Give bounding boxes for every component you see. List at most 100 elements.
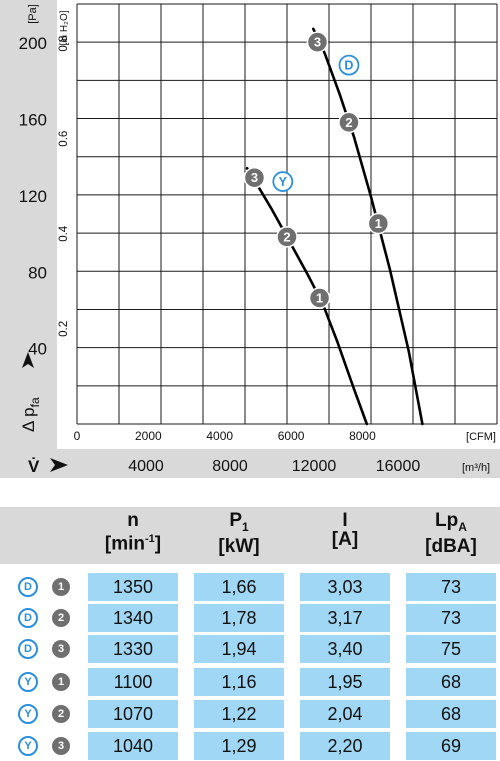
x-tick-label: 4000 [128, 458, 164, 475]
marker-circle [243, 166, 266, 189]
connection-badge: Y [18, 672, 38, 692]
table-row: Y 1 1100 1,16 1,95 68 [0, 668, 500, 696]
marker-circle [338, 111, 360, 134]
x-unit-label: [m³/h] [462, 462, 490, 474]
y2-tick-label: 0.4 [58, 225, 70, 242]
x-tick-label: 8000 [212, 458, 248, 475]
table-row: D 1 1350 1,66 3,03 73 [0, 573, 500, 601]
fan-curve-chart: 3 2 1 D 3 2 1 Y 40 80 120 160 200 [Pa] 0.2 0.4 0.6 0.8 [i… [0, 0, 500, 478]
cell-current: 2,20 [300, 732, 390, 760]
header-power-unit: [kW] [218, 535, 260, 557]
operating-point-marker: 1 [367, 212, 390, 235]
cell-speed: 1040 [88, 732, 178, 760]
series-label-circle [272, 171, 294, 192]
header-speed-label: n [127, 510, 139, 531]
cell-speed: 1350 [88, 573, 178, 601]
step-badge: 3 [52, 640, 70, 658]
cell-current: 2,04 [300, 700, 390, 728]
y2-unit-label: [in H₂O] [59, 10, 70, 45]
table-row: D 3 1330 1,94 3,40 75 [0, 635, 500, 663]
connection-badge: D [18, 639, 38, 659]
marker-circle [276, 226, 298, 248]
x2-unit-label: [CFM] [466, 431, 496, 443]
step-badge: 1 [52, 578, 70, 596]
header-current-label: I [342, 510, 348, 531]
x-axis-band [0, 449, 500, 478]
header-sound-unit: [dBA] [425, 535, 477, 557]
cell-power: 1,94 [194, 635, 284, 663]
y-tick-label: 80 [28, 263, 47, 282]
cell-speed: 1340 [88, 604, 178, 632]
operating-point-marker: 2 [338, 111, 360, 134]
cell-speed: 1070 [88, 700, 178, 728]
x2-tick-label: 8000 [349, 429, 376, 443]
marker-label: 3 [314, 35, 321, 50]
step-badge: 1 [52, 673, 70, 691]
y-axis-arrow-icon [22, 352, 34, 368]
x-axis-arrow-icon [50, 458, 68, 472]
cell-sound: 68 [406, 700, 496, 728]
y2-tick-label: 0.6 [58, 131, 70, 147]
performance-table: n [min-1] P1 [kW] I [A] LpA [dBA] D 1 13… [0, 478, 500, 760]
marker-label: 1 [316, 291, 323, 306]
cell-speed: 1100 [88, 668, 178, 696]
cell-power: 1,22 [194, 700, 284, 728]
x2-tick-label: 0 [74, 429, 81, 443]
curve-Y [245, 166, 369, 426]
cell-speed: 1330 [88, 635, 178, 663]
x-tick-label: 16000 [376, 458, 421, 475]
y-unit-label: [Pa] [27, 4, 39, 24]
table-row: D 2 1340 1,78 3,17 73 [0, 604, 500, 632]
header-sound-label: LpA [435, 510, 467, 534]
header-speed-unit: [min-1] [104, 533, 162, 555]
y-axis-title-text: Δ pfa [19, 397, 42, 432]
step-badge: 2 [52, 609, 70, 627]
cell-sound: 69 [406, 732, 496, 760]
series-label-Y: Y [272, 171, 294, 192]
y-axis-title: Δ pfa [19, 352, 42, 432]
marker-label: 1 [375, 216, 382, 231]
series-label-text: D [344, 59, 353, 73]
y-tick-label: 40 [28, 340, 47, 359]
y2-tick-label: 0.8 [58, 36, 70, 52]
connection-badge: Y [18, 736, 38, 756]
operating-point-marker: 1 [308, 287, 331, 309]
table-row: Y 2 1070 1,22 2,04 68 [0, 700, 500, 728]
cell-sound: 75 [406, 635, 496, 663]
x-axis-title: V̇ [28, 457, 40, 476]
header-power-label: P1 [229, 510, 249, 534]
curve-D [312, 27, 424, 426]
header-sound: LpA [dBA] [406, 511, 496, 556]
cell-power: 1,78 [194, 604, 284, 632]
y-tick-label: 120 [19, 187, 47, 206]
y2-tick-label: 0.2 [58, 321, 70, 337]
step-badge: 2 [52, 705, 70, 723]
marker-circle [306, 31, 329, 53]
operating-point-marker: 3 [243, 166, 266, 189]
marker-circle [367, 212, 390, 235]
series-label-text: Y [279, 175, 288, 189]
cell-sound: 73 [406, 604, 496, 632]
y-tick-label: 160 [19, 111, 47, 130]
cell-power: 1,29 [194, 732, 284, 760]
marker-label: 3 [251, 170, 258, 185]
marker-label: 2 [283, 229, 290, 244]
chart-svg: 3 2 1 D 3 2 1 Y 40 80 120 160 200 [Pa] 0.2 0.4 0.6 0.8[i… [0, 0, 500, 478]
cell-current: 3,40 [300, 635, 390, 663]
marker-circle [308, 287, 331, 309]
header-current-unit: [A] [331, 529, 359, 550]
cell-current: 3,03 [300, 573, 390, 601]
connection-badge: D [18, 577, 38, 597]
x2-tick-label: 2000 [135, 429, 162, 443]
x-tick-label: 12000 [292, 458, 337, 475]
connection-badge: D [18, 608, 38, 628]
y-tick-label: 200 [19, 34, 47, 53]
operating-point-marker: 2 [276, 226, 298, 248]
step-badge: 3 [52, 737, 70, 755]
header-power: P1 [kW] [194, 511, 284, 556]
cell-current: 3,17 [300, 604, 390, 632]
y-axis-band [0, 0, 57, 478]
cell-sound: 68 [406, 668, 496, 696]
operating-point-marker: 3 [306, 31, 329, 53]
table-header-band [0, 507, 500, 564]
